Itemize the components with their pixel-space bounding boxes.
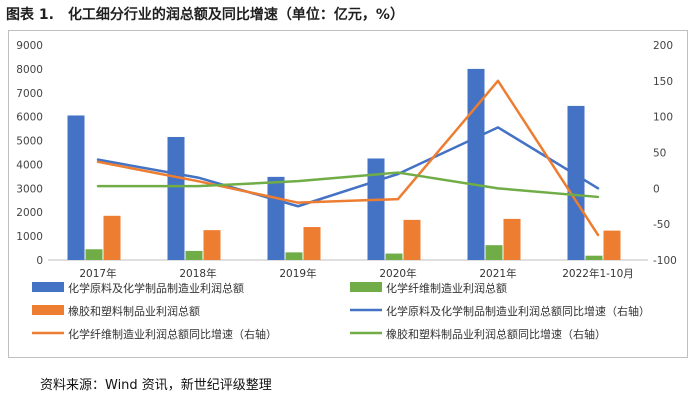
y-left-tick-label: 7000 xyxy=(16,88,43,100)
legend-label: 化学原料及化学制品制造业利润总额 xyxy=(68,281,244,295)
bar xyxy=(185,250,203,260)
bars xyxy=(67,68,621,261)
y-right-tick-label: 50 xyxy=(653,148,666,160)
legend: 化学原料及化学制品制造业利润总额 化学纤维制造业利润总额橡胶和塑料制品业利润总额化… xyxy=(32,281,650,341)
bar xyxy=(67,115,85,260)
figure-title: 图表 1. 化工细分行业的润总额及同比增速（单位：亿元，%） xyxy=(6,4,404,24)
y-left-tick-label: 0 xyxy=(36,255,43,267)
bar xyxy=(303,227,321,260)
x-category-label: 2018年 xyxy=(179,267,216,280)
axes: 0100020003000400050006000700080009000-10… xyxy=(16,40,677,280)
bar xyxy=(485,245,503,260)
figure-title-text: 化工细分行业的润总额及同比增速（单位：亿元，%） xyxy=(67,7,404,23)
x-category-label: 2017年 xyxy=(79,267,116,280)
y-left-tick-label: 5000 xyxy=(16,136,43,148)
bar xyxy=(567,105,585,261)
legend-label: 橡胶和塑料制品业利润总额 xyxy=(68,304,200,318)
y-left-tick-label: 3000 xyxy=(16,183,43,195)
legend-label: 橡胶和塑料制品业利润总额同比增速（右轴） xyxy=(386,327,606,341)
bar xyxy=(203,230,221,260)
bar xyxy=(603,230,621,260)
legend-label: 化学原料及化学制品制造业利润总额同比增速（右轴） xyxy=(386,304,650,318)
x-category-label: 2022年1-10月 xyxy=(562,267,634,280)
y-right-tick-label: 150 xyxy=(653,76,673,88)
x-category-label: 2021年 xyxy=(479,267,516,280)
series-line xyxy=(96,171,600,199)
bar xyxy=(467,68,485,260)
legend-label: 化学纤维制造业利润总额 xyxy=(386,281,507,295)
y-left-tick-label: 6000 xyxy=(16,112,43,124)
source-note: 资料来源：Wind 资讯，新世纪评级整理 xyxy=(40,378,272,393)
x-category-label: 2020年 xyxy=(379,267,416,280)
series-line xyxy=(96,126,600,208)
series-line xyxy=(96,79,600,237)
bar xyxy=(85,249,103,260)
x-category-label: 2019年 xyxy=(279,267,316,280)
y-right-tick-label: -100 xyxy=(653,255,677,267)
lines xyxy=(96,79,600,237)
bar xyxy=(103,215,121,260)
bar xyxy=(367,158,385,260)
bar xyxy=(403,219,421,260)
bar xyxy=(267,176,285,260)
y-right-tick-label: 100 xyxy=(653,112,673,124)
bar xyxy=(585,255,603,260)
figure-label: 图表 1. xyxy=(6,7,54,23)
y-right-tick-label: -50 xyxy=(653,219,670,231)
y-left-tick-label: 2000 xyxy=(16,207,43,219)
y-left-tick-label: 9000 xyxy=(16,40,43,52)
y-left-tick-label: 1000 xyxy=(16,231,43,243)
legend-swatch-bar xyxy=(32,305,64,315)
bar xyxy=(385,253,403,260)
y-left-tick-label: 8000 xyxy=(16,64,43,76)
legend-swatch-bar xyxy=(32,282,64,292)
legend-swatch-bar xyxy=(350,282,382,292)
bar xyxy=(167,136,185,260)
bar xyxy=(503,218,521,260)
y-right-tick-label: 0 xyxy=(653,183,660,195)
y-left-tick-label: 4000 xyxy=(16,159,43,171)
legend-label: 化学纤维制造业利润总额同比增速（右轴） xyxy=(68,327,277,341)
y-right-tick-label: 200 xyxy=(653,40,673,52)
chart-frame xyxy=(8,30,688,358)
bar xyxy=(285,252,303,260)
